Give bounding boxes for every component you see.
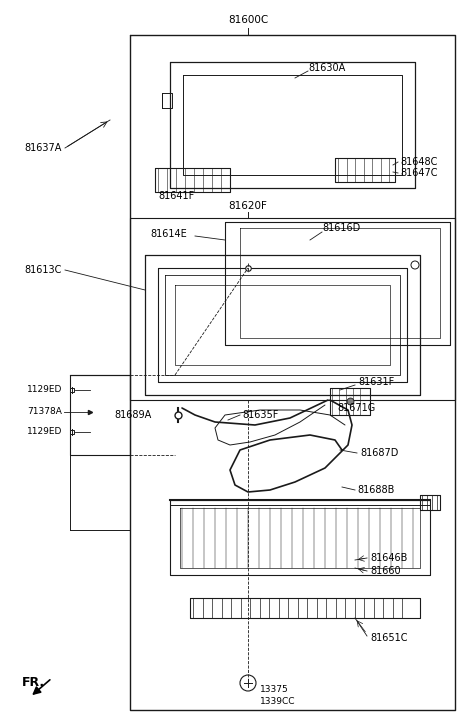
Text: 81671G: 81671G: [337, 403, 375, 413]
Text: 81613C: 81613C: [25, 265, 62, 275]
Text: 81616D: 81616D: [322, 223, 360, 233]
Text: 81630A: 81630A: [308, 63, 345, 73]
Text: 81688B: 81688B: [357, 485, 394, 495]
Text: 81631F: 81631F: [358, 377, 394, 387]
Text: 81660: 81660: [370, 566, 400, 576]
Text: 1129ED: 1129ED: [27, 385, 62, 395]
Text: 81620F: 81620F: [228, 201, 267, 211]
Text: 81635F: 81635F: [242, 410, 278, 420]
Text: 81646B: 81646B: [370, 553, 408, 563]
Text: 81600C: 81600C: [228, 15, 268, 25]
Text: 81647C: 81647C: [400, 168, 437, 178]
Text: 81648C: 81648C: [400, 157, 437, 167]
Text: 13375: 13375: [260, 686, 289, 694]
Text: 81614E: 81614E: [150, 229, 187, 239]
Text: 81637A: 81637A: [25, 143, 62, 153]
Text: 81689A: 81689A: [115, 410, 152, 420]
Text: 81641F: 81641F: [158, 191, 194, 201]
Text: FR.: FR.: [22, 675, 45, 688]
Text: 71378A: 71378A: [27, 408, 62, 417]
Text: 81651C: 81651C: [370, 633, 408, 643]
Text: 1129ED: 1129ED: [27, 427, 62, 436]
Text: 81687D: 81687D: [360, 448, 399, 458]
Text: 1339CC: 1339CC: [260, 697, 295, 707]
